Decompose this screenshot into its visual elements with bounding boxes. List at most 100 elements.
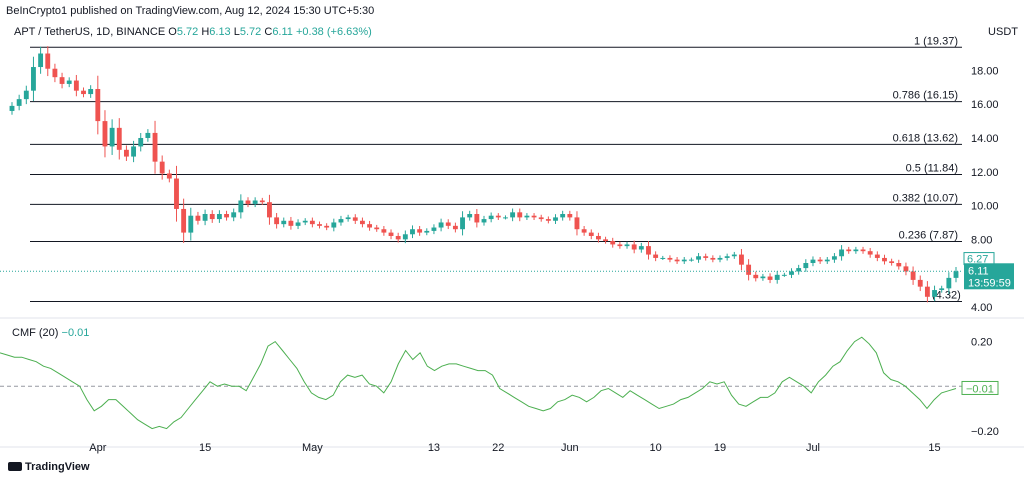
candle	[288, 216, 294, 230]
time-tick: Apr	[89, 442, 106, 454]
candle	[524, 213, 530, 221]
candle	[38, 46, 44, 74]
time-axis: Apr15May1322Jun1019Jul15Aug	[89, 442, 940, 454]
cmf-value-tag-text: −0.01	[966, 383, 994, 395]
candle	[181, 198, 187, 243]
tradingview-brand: TradingView	[8, 461, 90, 473]
candle	[209, 210, 215, 223]
candle	[831, 253, 837, 263]
price-tick: 18.00	[971, 65, 999, 77]
candle	[903, 262, 909, 276]
candle	[109, 119, 115, 155]
candle	[753, 271, 759, 282]
cmf-line	[0, 336, 957, 430]
candle	[123, 145, 129, 161]
candle	[624, 241, 630, 249]
candle	[309, 217, 315, 228]
cmf-legend[interactable]: CMF (20) −0.01	[12, 327, 89, 339]
fib-label: 1 (19.37)	[914, 35, 958, 47]
candle	[653, 251, 659, 262]
candle	[152, 120, 158, 174]
candle	[345, 214, 351, 222]
candle	[617, 241, 623, 249]
candle	[431, 224, 437, 235]
candle	[95, 75, 101, 135]
candle	[352, 214, 358, 224]
symbol-legend[interactable]: APT / TetherUS, 1D, BINANCE O5.72 H6.13 …	[14, 26, 372, 38]
candle	[867, 247, 873, 258]
candle	[760, 273, 766, 281]
candle	[517, 208, 523, 222]
candle	[252, 197, 258, 208]
candle	[216, 210, 222, 223]
candle	[696, 253, 701, 263]
price-tick: 4.00	[971, 302, 992, 314]
candle	[324, 223, 330, 231]
cmf-tick: 0.20	[971, 337, 992, 349]
candle	[359, 217, 365, 228]
candle	[817, 257, 823, 264]
candle	[417, 226, 423, 236]
candle	[202, 209, 208, 226]
price-tick: 10.00	[971, 201, 999, 213]
time-tick: 22	[492, 442, 504, 454]
fib-label: 0.618 (13.62)	[893, 132, 958, 144]
publisher-line: BeInCrypto1 published on TradingView.com…	[6, 5, 375, 17]
candle	[59, 72, 65, 89]
candle	[631, 240, 637, 254]
cmf-tick: −0.20	[971, 426, 999, 438]
candle	[767, 273, 773, 284]
candle	[774, 271, 780, 284]
candle	[896, 259, 902, 270]
candle	[860, 246, 866, 254]
candle	[460, 211, 465, 236]
change-value: +0.38 (+6.63%)	[295, 26, 372, 38]
candle	[531, 213, 537, 221]
candle	[159, 155, 165, 180]
candle	[924, 281, 930, 303]
candle	[674, 257, 680, 264]
candle	[145, 129, 151, 142]
cmf-pane: 0.20 −0.20 −0.01	[0, 336, 999, 438]
high-value: 6.13	[209, 26, 231, 38]
last-price-tag	[964, 263, 1014, 290]
candle	[231, 208, 237, 222]
candle	[452, 222, 458, 233]
candle	[81, 87, 86, 98]
candle	[781, 272, 787, 277]
candle	[917, 275, 923, 292]
marker-price-text: 6.27	[967, 254, 988, 266]
open-label: O	[168, 26, 177, 38]
time-tick: May	[302, 442, 323, 454]
candle	[424, 228, 430, 236]
candle	[939, 285, 945, 293]
candle	[445, 219, 451, 230]
candle	[402, 230, 408, 244]
candle	[488, 212, 494, 223]
candle	[16, 94, 22, 111]
candle	[224, 210, 229, 221]
candle	[467, 210, 473, 221]
candle	[824, 257, 830, 264]
fib-label: (4.32)	[932, 290, 961, 302]
candle	[853, 246, 859, 254]
time-tick: 10	[650, 442, 662, 454]
candle	[31, 56, 36, 101]
candle	[932, 285, 937, 302]
candle	[138, 133, 144, 152]
candle	[588, 229, 594, 240]
price-tick: 12.00	[971, 167, 999, 179]
candle	[646, 241, 651, 260]
candle	[302, 218, 308, 226]
candle	[545, 216, 551, 224]
time-tick: Jul	[806, 442, 820, 454]
countdown-text: 13:59:59	[968, 277, 1011, 289]
candle	[174, 165, 179, 222]
candle	[259, 197, 265, 205]
candle	[23, 85, 29, 105]
low-value: 5.72	[239, 26, 262, 38]
candle	[574, 211, 580, 236]
fib-label: 0.382 (10.07)	[893, 192, 958, 204]
